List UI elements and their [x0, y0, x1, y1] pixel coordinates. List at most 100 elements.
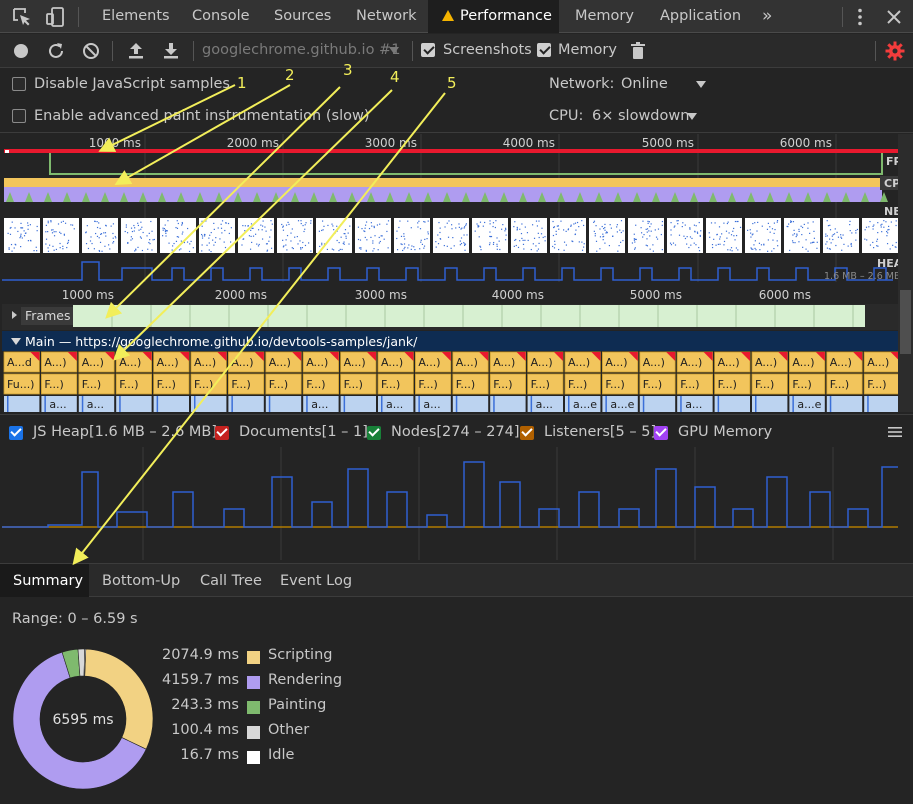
- flame-chart[interactable]: 1000 ms 2000 ms 3000 ms 4000 ms 5000 ms 6000 …: [2, 282, 898, 412]
- inspect-element-icon[interactable]: [11, 6, 33, 28]
- animation-frame-event[interactable]: A...): [751, 351, 788, 373]
- main-collapse-icon[interactable]: [11, 338, 21, 345]
- animation-frame-event[interactable]: A...): [789, 351, 826, 373]
- record-icon[interactable]: [10, 40, 32, 62]
- function-call-event[interactable]: F...): [527, 373, 564, 395]
- frames-track-label[interactable]: Frames: [25, 308, 70, 323]
- nodes-checkbox[interactable]: [367, 426, 381, 440]
- layout-event[interactable]: [340, 396, 376, 412]
- layout-event[interactable]: a...: [41, 396, 77, 412]
- animation-frame-event[interactable]: A...): [302, 351, 340, 373]
- animation-frame-event[interactable]: A...): [452, 351, 489, 373]
- function-call-event[interactable]: F...): [190, 373, 227, 395]
- layout-event[interactable]: a...e: [565, 396, 601, 412]
- documents-checkbox[interactable]: [215, 426, 229, 440]
- tab-console[interactable]: Console: [192, 8, 250, 24]
- animation-frame-event[interactable]: A...d: [3, 351, 40, 373]
- layout-event[interactable]: a...e: [789, 396, 825, 412]
- function-call-event[interactable]: F...): [751, 373, 788, 395]
- animation-frame-event[interactable]: A...): [527, 351, 564, 373]
- animation-frame-event[interactable]: A...): [489, 351, 527, 373]
- function-call-event[interactable]: F...): [227, 373, 265, 395]
- screenshots-checkbox[interactable]: [421, 43, 435, 57]
- function-call-event[interactable]: F...): [265, 373, 302, 395]
- tab-performance[interactable]: Performance: [428, 0, 559, 33]
- animation-frame-event[interactable]: A...): [265, 351, 302, 373]
- function-call-event[interactable]: F...): [639, 373, 676, 395]
- animation-frame-event[interactable]: A...): [602, 351, 639, 373]
- tab-bottom-up[interactable]: Bottom-Up: [102, 573, 181, 589]
- layout-event[interactable]: a...e: [602, 396, 638, 412]
- function-call-event[interactable]: F...): [863, 373, 898, 395]
- animation-frame-event[interactable]: A...): [414, 351, 452, 373]
- network-throttle-select[interactable]: Online: [621, 76, 668, 92]
- function-call-event[interactable]: F...): [377, 373, 414, 395]
- animation-frame-event[interactable]: A...): [41, 351, 78, 373]
- capture-settings-gear-icon[interactable]: [884, 40, 906, 62]
- animation-frame-event[interactable]: A...): [377, 351, 414, 373]
- clear-icon[interactable]: [80, 40, 102, 62]
- layout-event[interactable]: a...: [677, 396, 713, 412]
- animation-frame-event[interactable]: A...): [227, 351, 265, 373]
- garbage-collect-icon[interactable]: [627, 40, 649, 62]
- layout-event[interactable]: [116, 396, 152, 412]
- tab-network[interactable]: Network: [356, 8, 417, 24]
- function-call-event[interactable]: F...): [340, 373, 377, 395]
- close-icon[interactable]: [883, 6, 905, 28]
- function-call-event[interactable]: F...): [302, 373, 340, 395]
- function-call-event[interactable]: F...): [452, 373, 489, 395]
- layout-event[interactable]: [826, 396, 863, 412]
- animation-frame-event[interactable]: A...): [676, 351, 714, 373]
- tab-application[interactable]: Application: [660, 8, 742, 24]
- function-call-event[interactable]: F...): [489, 373, 527, 395]
- gpu-memory-checkbox[interactable]: [654, 426, 668, 440]
- layout-event[interactable]: [864, 396, 898, 412]
- animation-frame-event[interactable]: A...): [863, 351, 898, 373]
- function-call-event[interactable]: F...): [414, 373, 452, 395]
- download-icon[interactable]: [160, 40, 182, 62]
- function-call-event[interactable]: F...): [826, 373, 863, 395]
- function-call-event[interactable]: F...): [153, 373, 190, 395]
- profile-select[interactable]: googlechrome.github.io #1: [202, 42, 401, 58]
- animation-frame-event[interactable]: A...): [714, 351, 751, 373]
- function-call-event[interactable]: F...): [115, 373, 152, 395]
- animation-frame-event[interactable]: A...): [115, 351, 152, 373]
- animation-frame-event[interactable]: A...): [639, 351, 676, 373]
- function-call-event[interactable]: Fu...): [3, 373, 40, 395]
- paint-instrumentation-checkbox[interactable]: [12, 109, 26, 123]
- layout-event[interactable]: a...: [527, 396, 563, 412]
- more-tabs-button[interactable]: »: [762, 6, 773, 26]
- reload-record-icon[interactable]: [45, 40, 67, 62]
- tab-event-log[interactable]: Event Log: [280, 573, 353, 589]
- timeline-scrollbar[interactable]: [898, 134, 913, 412]
- cpu-throttle-select[interactable]: 6× slowdown: [592, 108, 690, 124]
- animation-frame-event[interactable]: A...): [78, 351, 115, 373]
- tab-elements[interactable]: Elements: [102, 8, 170, 24]
- timeline-overview[interactable]: 1000 ms 2000 ms 3000 ms 4000 ms 5000 ms 6000 …: [2, 134, 898, 282]
- layout-event[interactable]: a...: [415, 396, 451, 412]
- animation-frame-event[interactable]: A...): [826, 351, 863, 373]
- frames-strip[interactable]: [73, 305, 865, 327]
- function-call-event[interactable]: F...): [676, 373, 714, 395]
- layout-event[interactable]: [153, 396, 189, 412]
- layout-event[interactable]: [714, 396, 750, 412]
- function-call-event[interactable]: F...): [78, 373, 115, 395]
- upload-icon[interactable]: [125, 40, 147, 62]
- more-options-icon[interactable]: [849, 6, 871, 28]
- layout-event[interactable]: a...: [78, 396, 115, 412]
- layout-event[interactable]: [490, 396, 526, 412]
- device-toolbar-icon[interactable]: [44, 6, 66, 28]
- layout-event[interactable]: [452, 396, 489, 412]
- tab-sources[interactable]: Sources: [274, 8, 332, 24]
- layout-event[interactable]: [752, 396, 788, 412]
- frames-expand-icon[interactable]: [12, 311, 17, 319]
- tab-memory[interactable]: Memory: [575, 8, 634, 24]
- menu-icon[interactable]: [888, 426, 902, 438]
- animation-frame-event[interactable]: A...): [190, 351, 227, 373]
- animation-frame-event[interactable]: A...): [564, 351, 601, 373]
- memory-checkbox[interactable]: [537, 43, 551, 57]
- tab-summary[interactable]: Summary: [0, 564, 89, 597]
- animation-frame-event[interactable]: A...): [340, 351, 377, 373]
- function-call-event[interactable]: F...): [789, 373, 826, 395]
- layout-event[interactable]: a...: [303, 396, 339, 412]
